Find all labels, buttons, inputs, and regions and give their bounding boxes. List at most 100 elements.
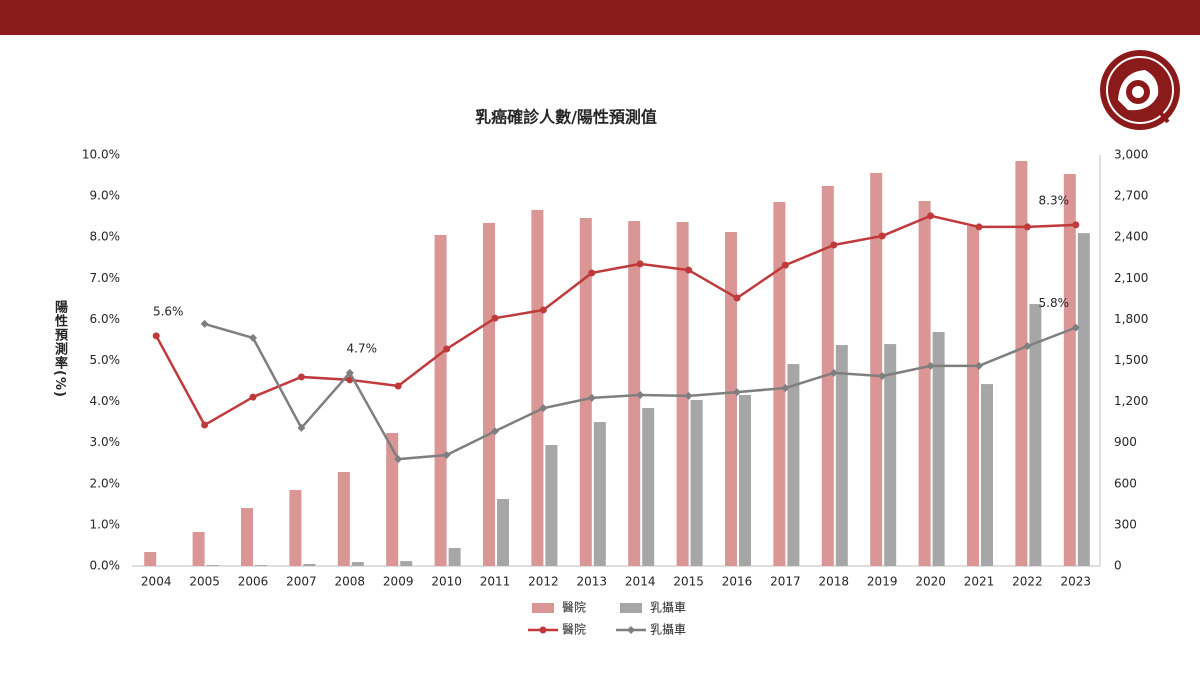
bar	[531, 209, 544, 566]
x-tick-label: 2014	[625, 575, 656, 589]
legend-label: 醫院	[562, 623, 586, 637]
marker	[636, 260, 644, 268]
y-tick-label: 2,400	[1114, 230, 1148, 244]
bar	[483, 222, 495, 566]
marker	[200, 319, 209, 328]
bar	[835, 345, 848, 566]
y-tick-label: 6.0%	[90, 312, 121, 326]
bar	[579, 218, 592, 566]
marker	[878, 372, 887, 381]
y-tick-label: 3.0%	[90, 435, 121, 449]
legend-marker	[627, 626, 635, 634]
data-label: 8.3%	[1039, 193, 1070, 207]
y-tick-label: 5.0%	[90, 353, 121, 367]
bar	[1029, 304, 1042, 566]
bar	[497, 499, 509, 566]
marker	[297, 373, 305, 381]
bar	[932, 332, 945, 566]
y-tick-label: 1,800	[1114, 312, 1148, 326]
x-tick-label: 2020	[915, 575, 946, 589]
bar	[241, 508, 253, 566]
bar	[884, 344, 897, 566]
y-tick-label: 900	[1114, 435, 1137, 449]
data-label: 5.6%	[153, 304, 184, 318]
bar	[690, 399, 703, 566]
y-tick-label: 2.0%	[90, 476, 121, 490]
y-tick-label: 0	[1114, 559, 1122, 573]
marker	[878, 232, 886, 240]
chart-title: 乳癌確診人數/陽性預測值	[475, 108, 657, 127]
bar	[773, 201, 786, 566]
bar	[303, 563, 316, 566]
bar	[725, 231, 737, 566]
y-tick-label: 10.0%	[82, 148, 120, 162]
marker	[684, 391, 693, 400]
y-tick-label: 1.0%	[90, 517, 121, 531]
y-tick-label: 1,200	[1114, 394, 1148, 408]
marker	[975, 361, 983, 370]
x-tick-label: 2004	[141, 575, 172, 589]
x-tick-label: 2015	[673, 575, 704, 589]
x-tick-label: 2007	[286, 575, 317, 589]
y-tick-label: 3,000	[1114, 148, 1148, 162]
legend-label: 乳攝車	[650, 622, 686, 637]
marker	[685, 266, 693, 274]
x-tick-label: 2017	[770, 575, 801, 589]
marker	[491, 427, 499, 436]
y-tick-label: 9.0%	[90, 189, 121, 203]
bar	[1077, 233, 1090, 566]
bar	[967, 225, 979, 566]
y-tick-label: 2,100	[1114, 271, 1148, 285]
marker	[927, 212, 935, 220]
bar	[981, 384, 993, 566]
marker	[830, 241, 838, 249]
bar	[206, 565, 219, 566]
bar	[192, 532, 205, 566]
x-tick-label: 2016	[722, 575, 753, 589]
y-tick-label: 600	[1114, 476, 1137, 490]
bar	[676, 221, 689, 567]
x-tick-label: 2005	[189, 575, 220, 589]
x-tick-label: 2022	[1012, 575, 1043, 589]
x-tick-label: 2018	[819, 575, 850, 589]
x-tick-label: 2010	[431, 575, 462, 589]
y-axis-title: 陽性預測率(%)	[52, 300, 67, 398]
bar	[642, 408, 655, 566]
marker	[491, 314, 499, 322]
x-tick-label: 2013	[577, 575, 608, 589]
bar	[144, 552, 157, 566]
bar	[1015, 161, 1028, 566]
marker	[1071, 323, 1080, 332]
legend-label: 醫院	[562, 601, 586, 615]
marker	[442, 451, 451, 460]
y-tick-label: 2,700	[1114, 189, 1148, 203]
marker	[201, 421, 209, 429]
x-tick-label: 2023	[1061, 575, 1092, 589]
bar	[434, 235, 447, 566]
bar	[918, 201, 931, 567]
marker	[829, 368, 838, 377]
bar	[1063, 174, 1076, 566]
marker	[588, 269, 596, 277]
bar	[289, 489, 302, 566]
marker	[249, 393, 257, 401]
bar	[739, 395, 751, 566]
x-tick-label: 2019	[867, 575, 898, 589]
marker	[443, 345, 451, 353]
data-label: 5.8%	[1039, 296, 1070, 310]
marker	[587, 393, 596, 402]
x-tick-label: 2021	[964, 575, 995, 589]
y-tick-label: 0.0%	[90, 559, 121, 573]
marker	[975, 223, 983, 231]
x-tick-label: 2011	[480, 575, 511, 589]
y-tick-label: 8.0%	[90, 230, 121, 244]
marker	[394, 455, 403, 464]
marker	[297, 423, 306, 432]
x-tick-label: 2009	[383, 575, 414, 589]
x-tick-label: 2012	[528, 575, 559, 589]
data-label: 4.7%	[347, 341, 378, 355]
y-tick-label: 4.0%	[90, 394, 121, 408]
